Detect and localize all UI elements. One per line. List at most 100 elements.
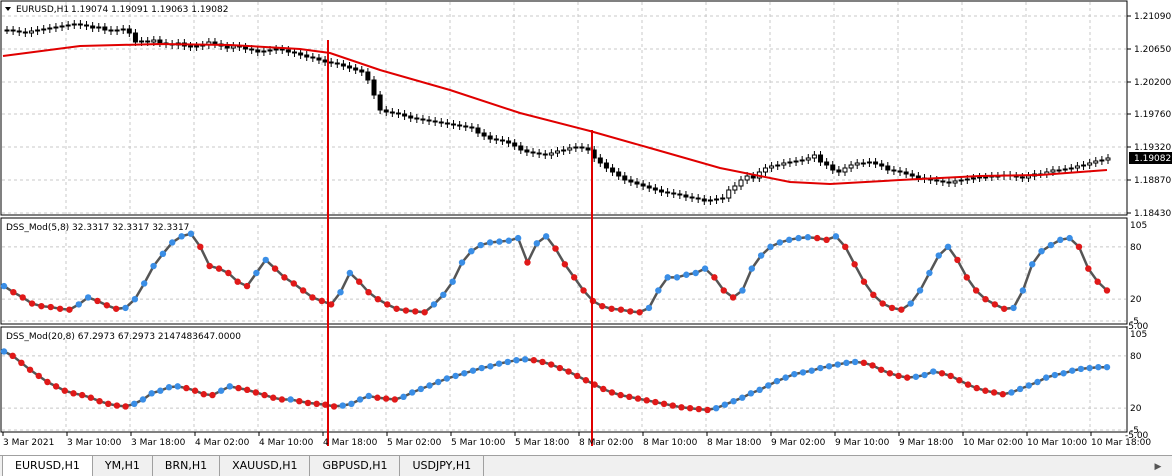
falling-dot — [330, 403, 338, 410]
candle-body — [781, 162, 787, 166]
time-tick-label: 10 Mar 02:00 — [963, 438, 1023, 448]
falling-dot — [183, 384, 190, 392]
falling-dot — [304, 399, 312, 407]
rising-dot — [765, 382, 772, 389]
rising-dot — [795, 234, 802, 242]
candle-body — [383, 109, 389, 113]
triangle-down-icon[interactable] — [5, 7, 11, 11]
candle-body — [1056, 169, 1062, 172]
falling-dot — [1075, 243, 1083, 251]
candle-body — [652, 187, 658, 191]
candle-body — [744, 175, 750, 181]
candle-body — [389, 111, 395, 114]
indicator-tick-label: -5 — [1130, 317, 1139, 327]
falling-dot — [421, 309, 428, 316]
falling-dot — [35, 372, 42, 380]
rising-dot — [935, 252, 942, 259]
candle-body — [824, 161, 830, 166]
candle-body — [518, 145, 524, 151]
tab-ym[interactable]: YM,H1 — [92, 456, 153, 476]
candle-body — [322, 59, 328, 63]
rising-dot — [1086, 364, 1093, 372]
candle-body — [536, 152, 542, 155]
tab-eurusd[interactable]: EURUSD,H1 — [2, 456, 93, 476]
candle-body — [622, 175, 628, 181]
candle-body — [426, 119, 432, 122]
rising-dot — [776, 239, 784, 246]
falling-dot — [1103, 287, 1111, 294]
tab-brn[interactable]: BRN,H1 — [152, 456, 221, 476]
candle-body — [683, 194, 689, 198]
candle-body — [84, 24, 90, 27]
tab-xauusd[interactable]: XAUUSD,H1 — [220, 456, 311, 476]
candle-body — [977, 176, 983, 179]
falling-dot — [94, 297, 101, 305]
indicator1-label: DSS_Mod(5,8) 32.3317 32.3317 32.3317 — [6, 223, 189, 233]
rising-dot — [832, 233, 840, 240]
candle-body — [77, 23, 83, 26]
candle-body — [873, 161, 879, 165]
candle-body — [573, 146, 579, 149]
rising-dot — [478, 364, 485, 372]
falling-dot — [271, 265, 279, 272]
tab-gbpusd[interactable]: GBPUSD,H1 — [310, 456, 401, 476]
time-axis: 3 Mar 2021 3 Mar 10:00 3 Mar 18:00 4 Mar 02… — [2, 432, 1151, 448]
falling-dot — [209, 391, 216, 399]
indicator-tick-label: 80 — [1130, 243, 1142, 253]
price-tick-label: 1.19320 — [1134, 143, 1171, 153]
candle-body — [212, 41, 218, 45]
falling-dot — [626, 393, 633, 401]
candle-body — [47, 27, 53, 30]
falling-dot — [56, 305, 64, 312]
rising-dot — [712, 404, 720, 412]
falling-dot — [711, 274, 718, 281]
falling-dot — [322, 401, 329, 408]
falling-dot — [10, 289, 17, 296]
main-chart-panel[interactable] — [0, 0, 1128, 216]
rising-dot — [804, 234, 812, 241]
falling-dot — [391, 396, 399, 403]
candle-body — [750, 175, 756, 179]
falling-dot — [530, 356, 537, 364]
falling-dot — [678, 404, 685, 411]
moving-average-line — [2, 42, 1108, 186]
candle-body — [701, 198, 707, 202]
candle-body — [799, 159, 805, 162]
falling-dot — [877, 366, 885, 373]
candle-body — [194, 45, 200, 48]
main-chart-title: EURUSD,H1 — [16, 5, 69, 15]
falling-dot — [982, 387, 989, 394]
tab-usdjpy[interactable]: USDJPY,H1 — [400, 456, 485, 476]
candle-body — [371, 79, 377, 96]
rising-dot — [426, 382, 433, 389]
falling-dot — [206, 262, 213, 270]
chevron-right-icon[interactable]: ▶ — [1154, 461, 1162, 471]
candle-body — [634, 181, 640, 185]
indicator1-dots — [0, 230, 1111, 316]
falling-dot — [278, 396, 286, 403]
falling-dot — [235, 384, 242, 392]
candle-body — [395, 112, 401, 115]
indicator1-panel[interactable] — [0, 217, 1128, 325]
indicator2-panel[interactable] — [0, 326, 1128, 433]
falling-dot — [44, 378, 51, 386]
falling-dot — [686, 404, 694, 412]
falling-dot — [963, 274, 970, 281]
rising-dot — [907, 300, 914, 307]
falling-dot — [729, 294, 737, 301]
falling-dot — [582, 377, 590, 384]
falling-dot — [309, 294, 316, 301]
time-tick-label: 3 Mar 2021 — [3, 438, 54, 448]
falling-dot — [954, 256, 961, 264]
candle-body — [151, 39, 157, 43]
candle-body — [1081, 164, 1087, 167]
candle-body — [359, 69, 365, 73]
rising-dot — [721, 401, 729, 408]
rising-dot — [287, 396, 294, 403]
price-tick-label: 1.20200 — [1134, 78, 1171, 88]
rising-dot — [1103, 363, 1111, 371]
falling-dot — [574, 372, 581, 380]
time-tick-label: 9 Mar 02:00 — [771, 438, 826, 448]
rising-dot — [262, 256, 269, 264]
